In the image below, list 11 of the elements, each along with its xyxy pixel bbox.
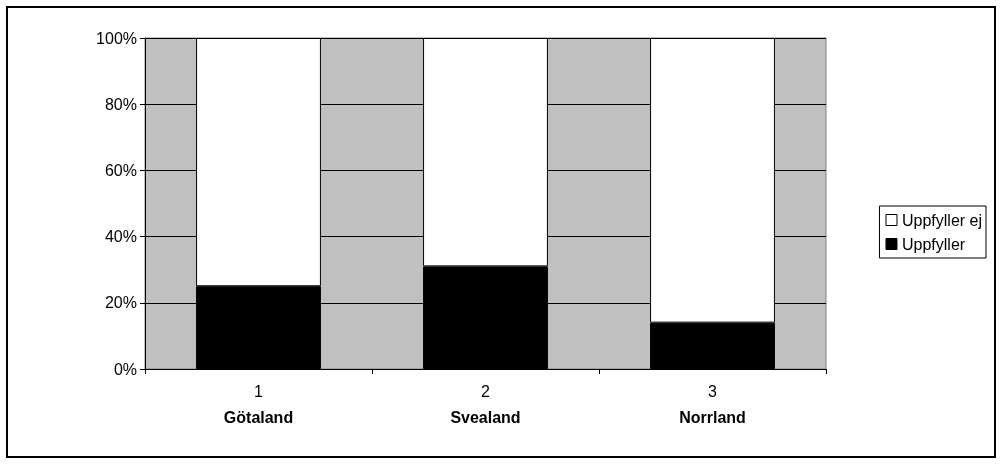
x-tick-label: 3 Norrland: [679, 382, 746, 426]
y-tick-label: 60%: [104, 161, 137, 179]
legend-label: Uppfyller ej: [901, 211, 982, 229]
y-tick-label: 40%: [104, 228, 137, 246]
x-tick-label: 2 Svealand: [450, 382, 521, 426]
y-tick-label: 80%: [104, 95, 137, 113]
y-tick-label: 100%: [96, 29, 137, 47]
legend-label: Uppfyller: [901, 235, 966, 253]
y-tick-label: 20%: [104, 294, 137, 312]
x-tick-label: 1 Götaland: [223, 382, 294, 426]
y-tick-label: 0%: [113, 360, 137, 378]
